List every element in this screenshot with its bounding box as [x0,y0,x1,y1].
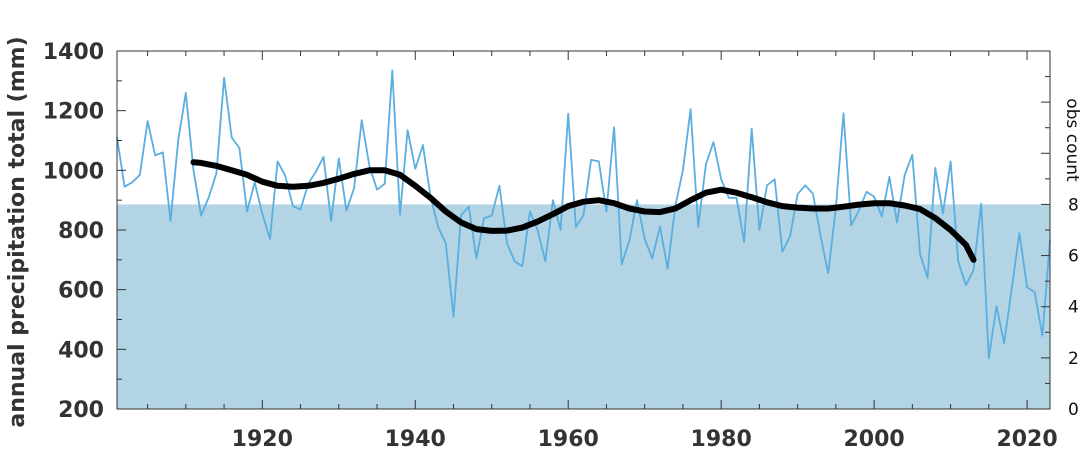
y2-tick-label: 8 [1068,195,1079,215]
y-ticks-right: 0 2 4 6 8 [1041,50,1079,420]
annual-series-line [116,69,1051,360]
y-tick-label: 1400 [43,40,104,65]
smoothed-series-line [190,159,977,263]
y-ticks-left: 200 400 600 800 1000 1200 1400 [43,40,126,423]
y2-tick-label: 6 [1068,247,1079,267]
x-ticks: 1920 1940 1960 1980 2000 2020 [147,51,1058,452]
x-tick-label: 2020 [996,427,1057,452]
x-tick-label: 2000 [843,427,904,452]
y-tick-label: 1000 [43,159,104,184]
y-axis-title-right: obs count [1062,98,1082,182]
x-tick-label: 1960 [538,427,599,452]
x-tick-label: 1940 [385,427,446,452]
y-tick-label: 600 [58,279,104,304]
obs-count-area [117,204,1050,409]
x-tick-label: 1980 [691,427,752,452]
obs-count-area-layer [117,204,1050,409]
y2-tick-label: 4 [1068,298,1079,318]
y-axis-title-left: annual precipitation total (mm) [5,36,30,427]
smoothed-series-layer [190,159,977,263]
y2-tick-label: 2 [1068,349,1079,369]
x-tick-label: 1920 [232,427,293,452]
y-tick-label: 1200 [43,100,104,125]
y2-tick-label: 0 [1068,400,1079,420]
y-tick-label: 800 [58,219,104,244]
y-tick-label: 200 [58,398,104,423]
y-tick-label: 400 [58,338,104,363]
annual-series-layer [116,69,1051,360]
